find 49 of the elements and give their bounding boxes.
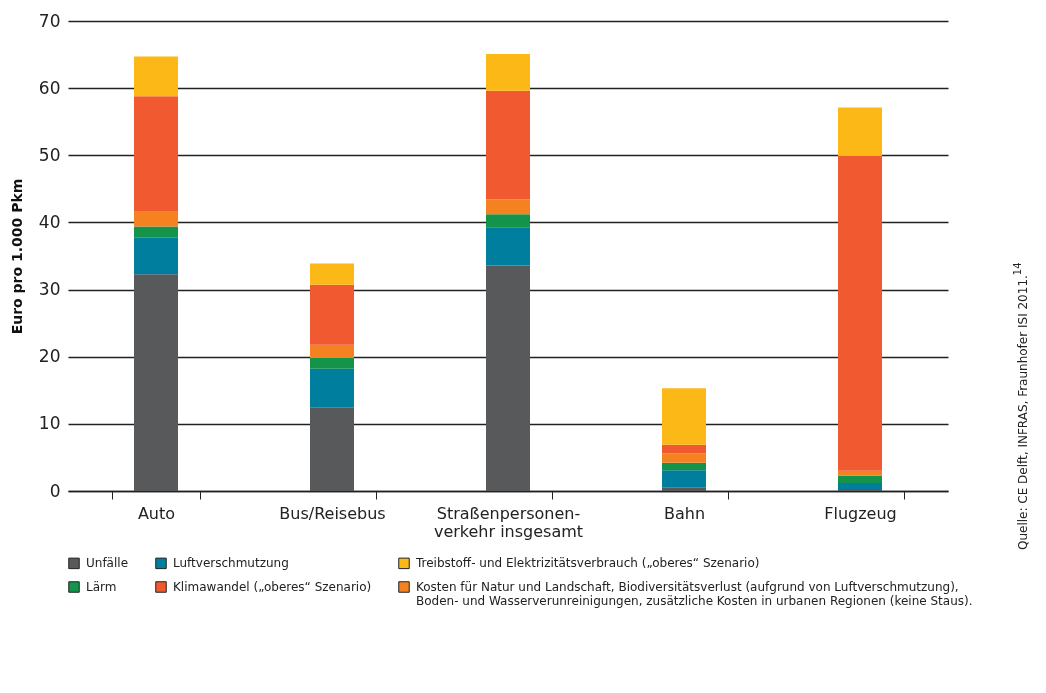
- bar: [486, 214, 530, 228]
- y-tick-label: 50: [38, 144, 61, 165]
- y-tick-label: 70: [38, 10, 61, 31]
- bar: [838, 488, 882, 491]
- bar: [134, 56, 178, 97]
- y-tick-label: 30: [38, 279, 61, 300]
- bar: [662, 444, 706, 454]
- bar: [662, 462, 706, 471]
- bar: [134, 211, 178, 227]
- bar: [134, 237, 178, 275]
- bar: [134, 96, 178, 212]
- legend-label: Klimawandel („oberes“ Szenario): [173, 580, 372, 594]
- y-tick-label: 40: [38, 211, 61, 232]
- bar: [838, 155, 882, 471]
- bar: [486, 265, 530, 491]
- y-tick-label: 0: [49, 480, 61, 501]
- bar: [310, 284, 354, 345]
- legend-label: Luftverschmutzung: [173, 556, 289, 571]
- y-axis-title: Euro pro 1.000 Pkm: [8, 178, 25, 335]
- legend-label: Treibstoff- und Elektrizitätsverbrauch („oberes“ Szenario): [415, 556, 760, 571]
- x-tick-label: Auto: [137, 503, 176, 523]
- bar: [134, 226, 178, 238]
- x-tick-label: Bahn: [663, 503, 706, 523]
- bar: [310, 358, 354, 369]
- bar: [310, 344, 354, 359]
- bar: [486, 90, 530, 200]
- y-tick-label: 60: [38, 77, 61, 98]
- bar: [838, 475, 882, 483]
- x-tick-label: Straßenpersonen- verkehr insgesamt: [433, 503, 584, 541]
- bar: [662, 388, 706, 445]
- bar: [486, 53, 530, 91]
- bar: [662, 470, 706, 488]
- legend-label: Unfälle: [86, 556, 129, 571]
- y-tick-label: 10: [38, 413, 61, 434]
- y-tick-label: 20: [38, 346, 61, 367]
- x-tick-label: Bus/Reisebus: [279, 503, 386, 523]
- bar: [838, 107, 882, 156]
- bar: [310, 263, 354, 285]
- bar: [838, 482, 882, 489]
- bar: [310, 407, 354, 491]
- bar: [662, 453, 706, 463]
- legend-label: Lärm: [86, 580, 117, 594]
- bar: [134, 274, 178, 491]
- bar: [486, 227, 530, 266]
- legend-label: Kosten für Natur und Landschaft, Biodiversitätsverlust (aufgrund von Luftverschmutzung), Boden- und Wasserverunreinigungen, zusätzliche Kosten in urbanen Regionen (keine Staus).: [416, 580, 973, 608]
- bar: [838, 470, 882, 476]
- bar: [310, 368, 354, 408]
- bar: [486, 199, 530, 215]
- x-tick-label: Flugzeug: [824, 503, 897, 523]
